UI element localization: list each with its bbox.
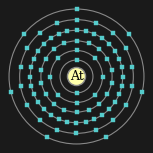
Circle shape	[67, 67, 86, 86]
Text: At: At	[70, 70, 83, 83]
